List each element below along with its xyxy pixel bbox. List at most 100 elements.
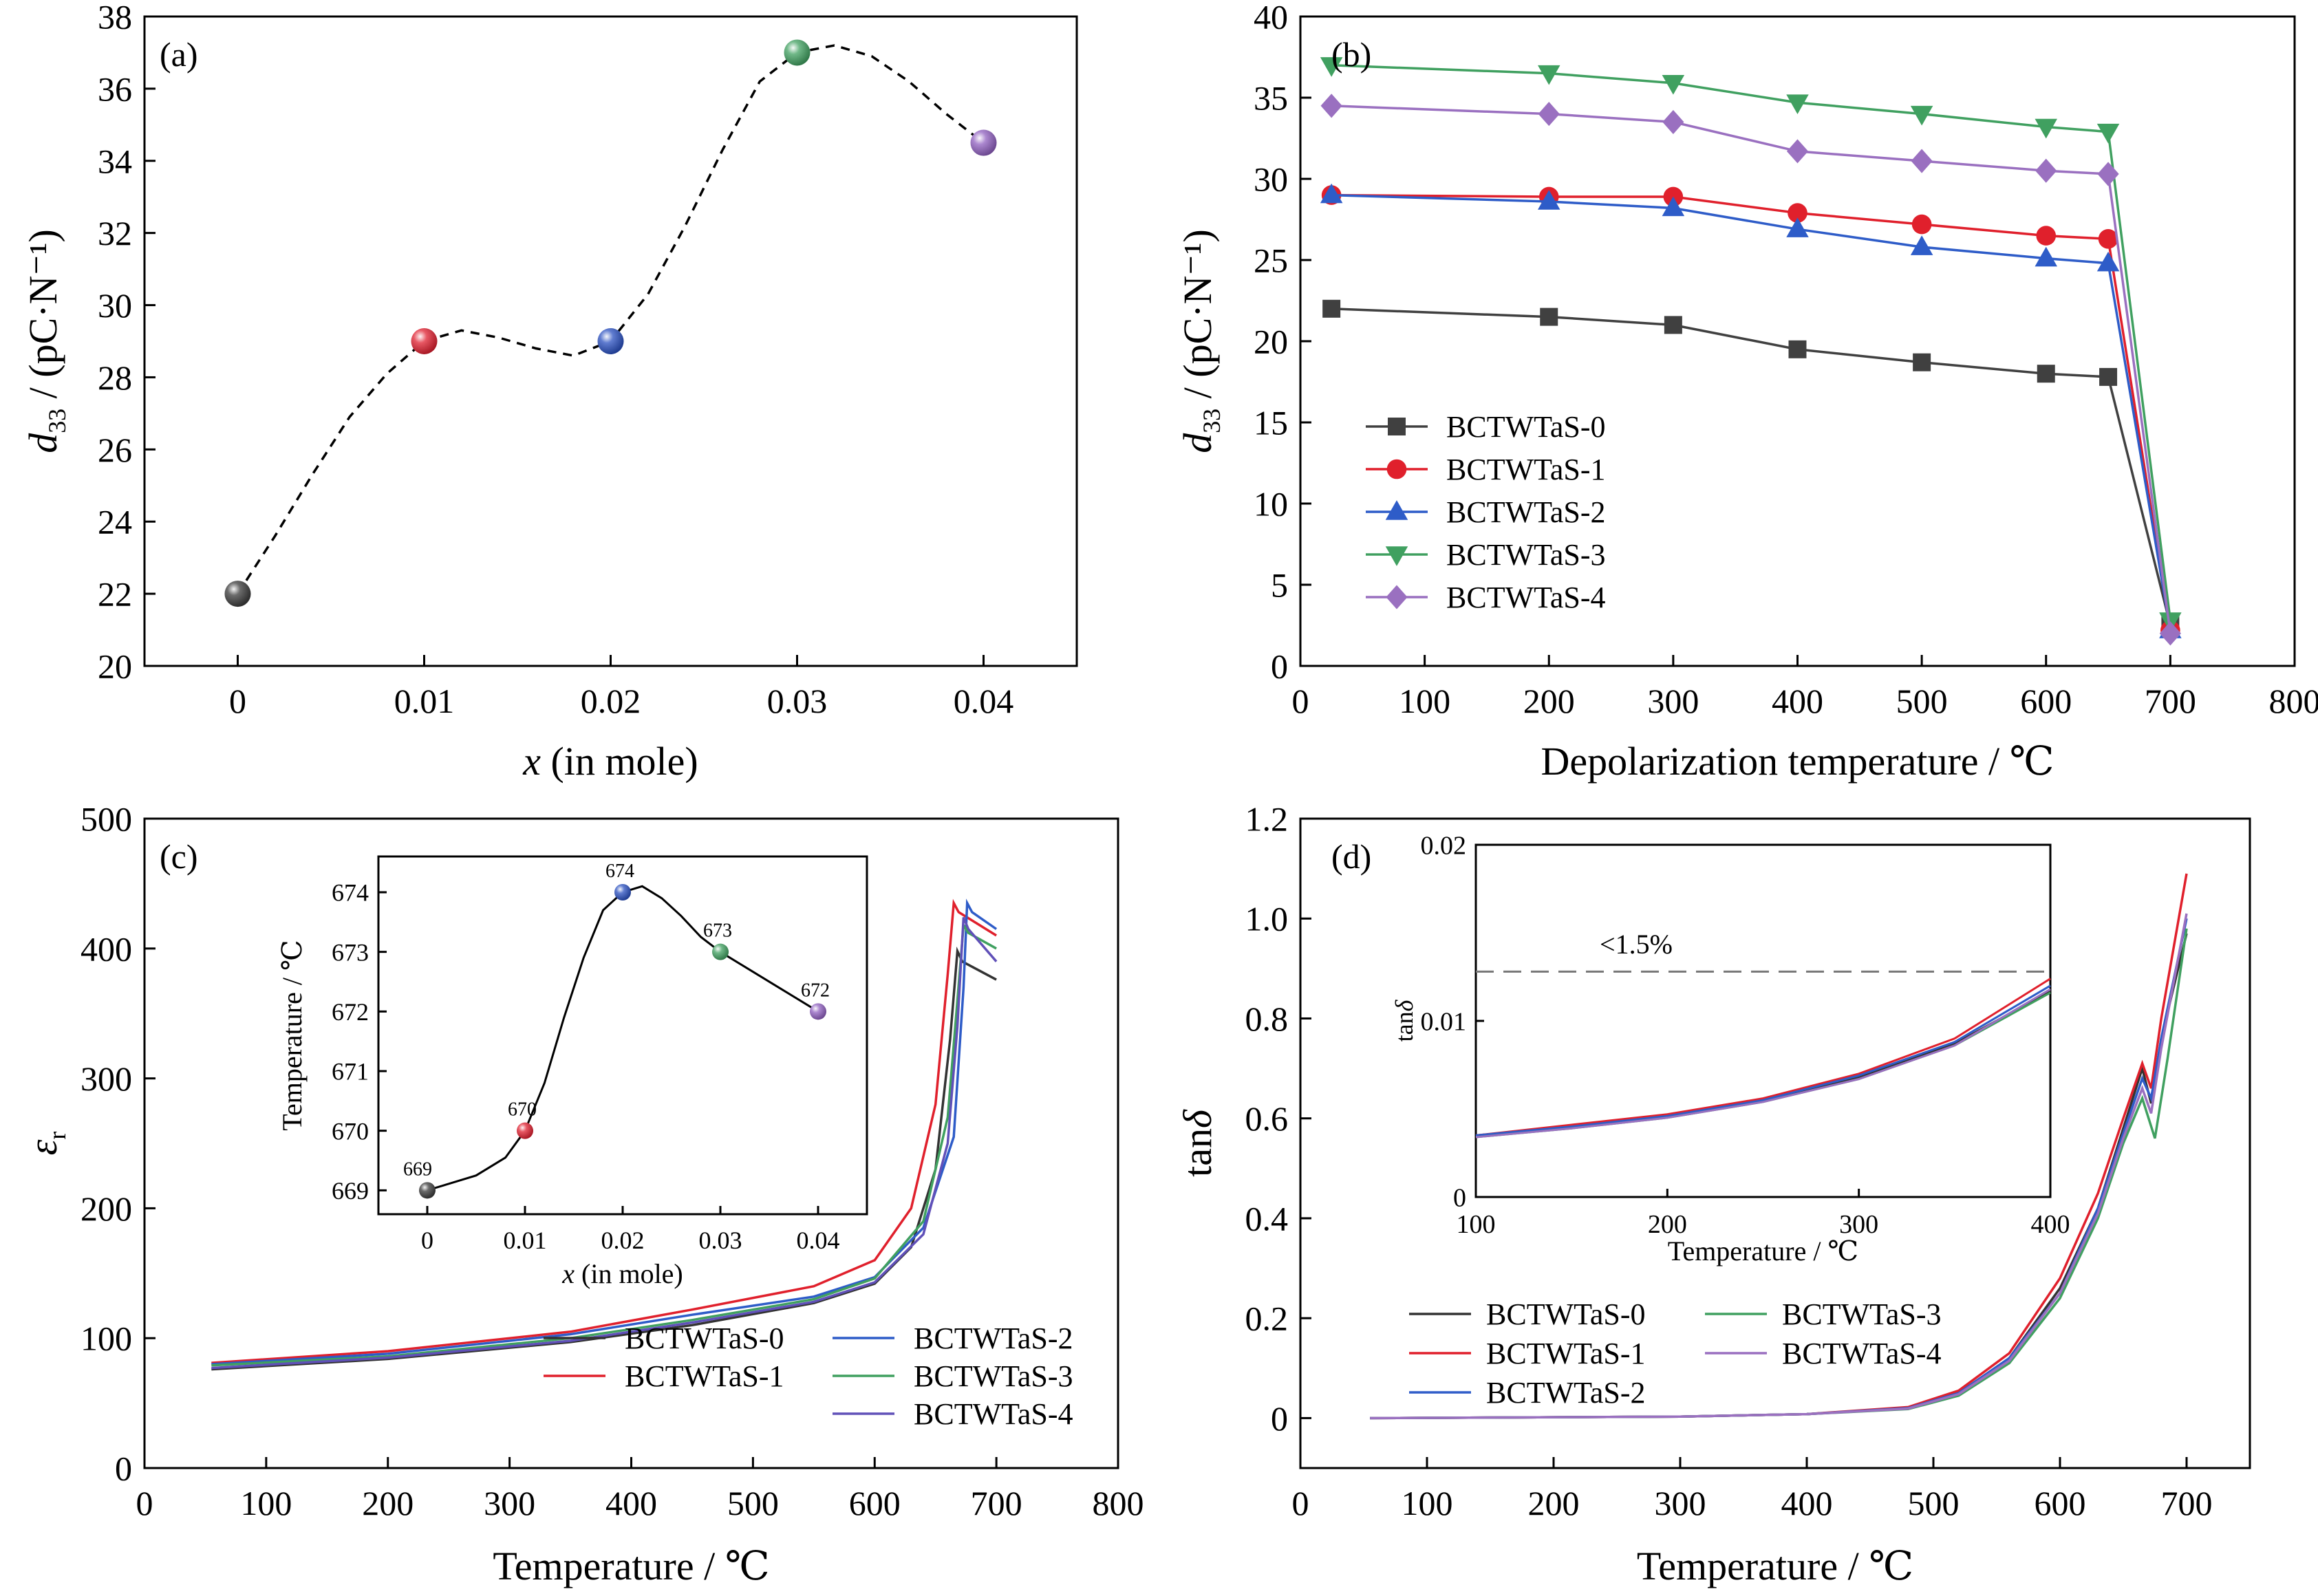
y-axis-label-part: ε [21, 1139, 65, 1155]
x-tick-label: 400 [2031, 1210, 2070, 1239]
x-tick-label: 800 [1093, 1484, 1144, 1522]
y-axis-label-part: tan [1391, 1011, 1418, 1042]
y-tick-label: 35 [1254, 79, 1288, 118]
y-axis-label-part: d [21, 433, 65, 453]
x-tick-label: 0.02 [601, 1227, 645, 1254]
marker-square [1388, 418, 1406, 435]
inset-annotation: <1.5% [1600, 929, 1673, 960]
x-tick-label: 200 [1648, 1210, 1687, 1239]
y-tick-label: 200 [81, 1189, 132, 1228]
y-tick-label: 0 [1271, 1399, 1288, 1438]
series-line [1331, 64, 2172, 621]
y-axis-label-part: d [1175, 433, 1220, 453]
x-tick-label: 500 [1908, 1484, 1960, 1522]
x-tick-label: 300 [1647, 682, 1699, 720]
y-axis-label-part: δ [1391, 999, 1418, 1011]
marker-triangle-down [1538, 65, 1560, 85]
marker-circle [2036, 226, 2057, 246]
series-line [1331, 193, 2172, 631]
y-tick-label: 20 [98, 647, 132, 686]
y-tick-label: 100 [81, 1319, 132, 1358]
x-axis-label-part: (in mole) [575, 1258, 683, 1289]
inset-point-shade [712, 943, 729, 960]
marker-triangle-up [1910, 235, 1933, 255]
legend-label: BCTWTaS-1 [625, 1359, 784, 1393]
x-axis-label: x (in mole) [522, 739, 698, 784]
marker-triangle-up [1662, 196, 1685, 217]
x-axis-label-part: x [522, 739, 541, 784]
series-line-BCTWTaS-3 [211, 921, 997, 1367]
axes-frame [1299, 817, 2251, 1469]
y-tick-label: 0.2 [1245, 1300, 1289, 1338]
x-tick-label: 0.02 [581, 682, 641, 720]
x-axis-label: Temperature / ℃ [1637, 1544, 1913, 1588]
y-tick-label: 32 [98, 214, 132, 252]
y-tick-label: 26 [98, 431, 132, 469]
series-BCTWTaS-2 [1320, 183, 2182, 638]
y-tick-label: 30 [98, 286, 132, 325]
inset-point-label: 674 [605, 861, 634, 882]
panel-label: (c) [160, 837, 198, 876]
data-point-shade [784, 39, 811, 66]
series-BCTWTaS-4 [1320, 94, 2181, 646]
inset-x-axis-label: Temperature / ℃ [1668, 1236, 1858, 1266]
x-tick-label: 700 [2161, 1484, 2213, 1522]
y-tick-label: 30 [1254, 160, 1288, 199]
marker-circle [1911, 214, 1932, 235]
marker-diamond [1320, 94, 1342, 118]
inset-c: 0 0.01 0.02 0.03 0.04 669 670 671 672 673 674 669 67… [277, 855, 868, 1289]
y-tick-label: 400 [81, 929, 132, 968]
marker-triangle-down [2096, 123, 2120, 144]
marker-triangle-up [1320, 183, 1343, 204]
y-axis-label: d33 / (pC·N⁻¹) [1175, 229, 1225, 453]
inset-curve [1475, 984, 2051, 1136]
inset-point-label: 672 [801, 980, 830, 1001]
y-axis-label-part: 33 [43, 409, 71, 433]
y-tick-label: 28 [98, 358, 132, 397]
x-tick-label: 0.03 [767, 682, 828, 720]
legend: BCTWTaS-0 BCTWTaS-1 BCTWTaS-2 BCTWTaS-3 BCTW… [544, 1322, 1073, 1431]
panel-label: (b) [1331, 35, 1371, 74]
x-tick-label: 0 [1292, 682, 1309, 720]
y-axis-label: εr [21, 1132, 71, 1156]
marker-square [1540, 308, 1558, 326]
inset-point-shade [419, 1182, 436, 1199]
y-tick-label: 36 [98, 69, 132, 108]
data-point-shade [970, 129, 997, 156]
y-tick-label: 10 [1254, 485, 1288, 524]
series-line-BCTWTaS-4 [211, 916, 998, 1370]
inset-point-label: 669 [403, 1158, 432, 1180]
y-tick-label: 34 [98, 142, 132, 180]
x-tick-label: 0.04 [797, 1227, 840, 1254]
x-tick-label: 700 [971, 1484, 1022, 1522]
y-tick-label: 15 [1254, 404, 1288, 442]
x-tick-label: 0.04 [954, 682, 1014, 720]
marker-triangle-down [1385, 546, 1408, 566]
marker-diamond [1386, 585, 1408, 610]
y-tick-label: 1.2 [1245, 800, 1289, 839]
x-axis-label: x (in mole) [561, 1258, 683, 1289]
marker-triangle-down [1320, 57, 1343, 77]
x-axis-label-part: (in mole) [541, 739, 698, 784]
inset-point-shade [810, 1003, 826, 1020]
x-tick-label: 600 [849, 1484, 901, 1522]
x-tick-label: 200 [1523, 682, 1575, 720]
y-axis-label-part: δ [1175, 1109, 1220, 1128]
y-tick-label: 5 [1271, 566, 1288, 605]
series-line [1331, 308, 2172, 626]
legend-label: BCTWTaS-2 [914, 1322, 1073, 1355]
series-line [1331, 105, 2172, 634]
x-tick-label: 0 [421, 1227, 433, 1254]
x-tick-label: 0.01 [504, 1227, 547, 1254]
y-tick-label: 0 [1271, 647, 1288, 686]
marker-triangle-up [1385, 500, 1408, 520]
y-tick-label: 671 [332, 1058, 369, 1086]
marker-triangle-down [2035, 118, 2057, 139]
marker-triangle-up [1786, 217, 1809, 237]
x-tick-label: 100 [1399, 682, 1450, 720]
x-tick-label: 200 [1528, 1484, 1580, 1522]
x-tick-label: 100 [1402, 1484, 1453, 1522]
marker-diamond [2159, 621, 2181, 646]
series-line [1331, 193, 2172, 631]
